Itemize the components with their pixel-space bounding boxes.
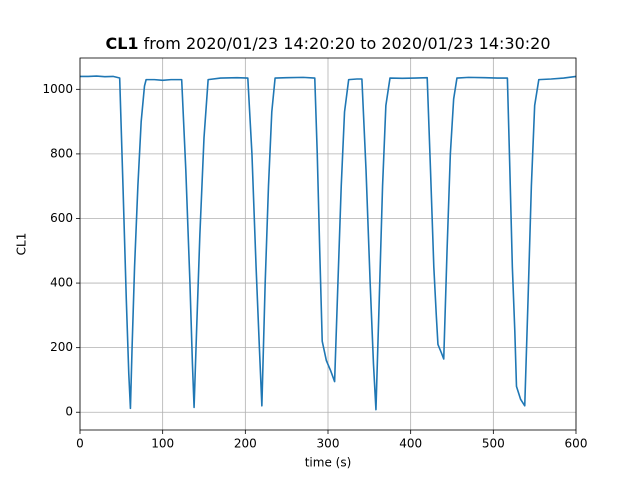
y-tick-label: 0 xyxy=(65,405,73,419)
x-tick-label: 200 xyxy=(234,437,257,451)
title-bold: CL1 xyxy=(105,34,138,53)
chart-title: CL1 from 2020/01/23 14:20:20 to 2020/01/… xyxy=(105,34,550,53)
x-tick-label: 400 xyxy=(399,437,422,451)
plot-frame xyxy=(79,57,577,431)
y-axis-label: CL1 xyxy=(15,233,29,256)
data-line xyxy=(80,75,577,411)
y-tick-label: 200 xyxy=(50,340,73,354)
x-tick-label: 300 xyxy=(317,437,340,451)
x-tick-label: 100 xyxy=(151,437,174,451)
title-rest: from 2020/01/23 14:20:20 to 2020/01/23 1… xyxy=(144,34,551,53)
y-tick-label: 600 xyxy=(50,211,73,225)
x-axis-label: time (s) xyxy=(305,456,352,470)
y-tick-label: 1000 xyxy=(42,82,73,96)
y-tick-label: 400 xyxy=(50,276,73,290)
y-tick-label: 800 xyxy=(50,146,73,160)
x-tick-label: 600 xyxy=(565,437,588,451)
x-tick-label: 0 xyxy=(76,437,84,451)
x-tick-label: 500 xyxy=(482,437,505,451)
